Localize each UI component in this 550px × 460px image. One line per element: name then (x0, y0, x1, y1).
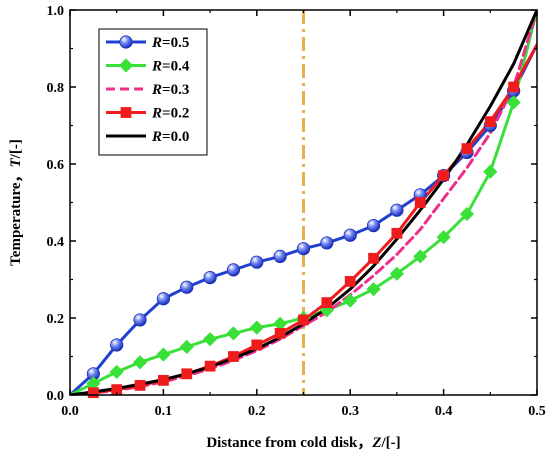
marker-layer (86, 81, 521, 399)
legend-label-value: =0.0 (162, 129, 189, 145)
series-r-0-4-point (226, 326, 241, 341)
series-r-0-5-point (366, 219, 381, 233)
series-r-0-2-point (414, 197, 426, 208)
series-r-0-4-point (389, 266, 404, 281)
y-tick-label: 0.8 (47, 81, 65, 96)
series-r-0-2-point (461, 143, 473, 155)
x-axis-title: Distance from cold disk，Z/[-] (206, 435, 400, 451)
legend-box (98, 28, 208, 156)
series-r-0-5-point (250, 255, 264, 269)
series-r-0-2-point (321, 297, 333, 309)
series-r-0-5-point (343, 228, 357, 242)
series-r-0-4-point (156, 347, 171, 362)
x-axis-title-unit: /[-] (381, 435, 401, 451)
series-r-0-2-point (391, 227, 403, 239)
series-r-0-4-point (109, 364, 124, 379)
legend: R=0.5R=0.4R=0.3R=0.2R=0.0 (98, 28, 208, 156)
x-tick-label: 0.4 (435, 404, 453, 419)
series-r-0-4-point (413, 249, 428, 264)
legend-label: R=0.0 (151, 129, 189, 145)
series-r-0-5-point (156, 292, 170, 306)
legend-marker (119, 35, 133, 49)
x-tick-label: 0.1 (155, 404, 173, 419)
x-tick-label: 0.0 (61, 404, 79, 419)
y-tick-label: 1.0 (47, 4, 65, 19)
series-r-0-4-point (343, 293, 358, 308)
y-axis-title-prefix: Temperature， (8, 168, 24, 266)
series-r-0-5-point (133, 313, 147, 327)
series-r-0-2-point (368, 252, 379, 264)
series-r-0-2-point (228, 351, 239, 362)
series-r-0-5-point (180, 280, 194, 294)
series-r-0-2-point (134, 379, 146, 391)
legend-label: R=0.2 (151, 106, 189, 122)
legend-label-value: =0.2 (162, 106, 189, 122)
series-r-0-5-point (320, 236, 334, 250)
legend-label-var: R (151, 35, 162, 51)
series-r-0-2-point (181, 368, 193, 380)
legend-marker (120, 107, 132, 118)
series-r-0-5-point (273, 249, 287, 263)
legend-marker (118, 58, 134, 73)
series-r-0-4-point (366, 282, 381, 297)
series-r-0-2-point (251, 339, 263, 351)
series-r-0-5-point (390, 203, 404, 217)
series-r-0-2-point (87, 387, 99, 399)
series-r-0-2-point (508, 81, 520, 93)
series-r-0-4-point (249, 320, 264, 335)
y-tick-label: 0.6 (47, 158, 65, 173)
x-axis-title-prefix: Distance from cold disk， (206, 435, 372, 451)
series-r-0-2-point (484, 116, 496, 128)
y-axis-title: Temperature，T/[-] (8, 139, 24, 266)
series-r-0-5-point (226, 263, 241, 277)
y-axis-title-var: T (8, 158, 24, 168)
legend-label-var: R (151, 59, 162, 75)
legend-label: R=0.3 (151, 82, 189, 98)
x-tick-label: 0.5 (528, 404, 546, 419)
legend-label-var: R (151, 82, 162, 98)
x-tick-label: 0.2 (248, 404, 266, 419)
y-tick-label: 0.0 (47, 389, 65, 404)
legend-label-value: =0.3 (162, 82, 189, 98)
series-r-0-4-point (459, 206, 475, 222)
series-r-0-2-point (438, 170, 450, 181)
series-r-0-2-point (344, 276, 356, 287)
series-r-0-2-point (157, 374, 169, 386)
series-r-0-4-point (506, 95, 521, 110)
legend-label-var: R (151, 129, 162, 145)
y-tick-label: 0.2 (47, 312, 65, 327)
y-tick-label: 0.4 (47, 235, 65, 250)
tick-layer: 0.0 0.1 0.2 0.3 0.4 0.5 0.0 0.2 0.4 0.6 0.8 1.0 (47, 4, 546, 419)
series-r-0-4-point (483, 164, 498, 179)
legend-label: R=0.4 (151, 59, 190, 75)
x-tick-label: 0.3 (341, 404, 359, 419)
x-axis-title-var: Z (371, 435, 381, 451)
series-r-0-4-point (436, 230, 451, 245)
legend-label-value: =0.5 (162, 35, 189, 51)
series-r-0-5-point (203, 270, 217, 285)
series-r-0-5-point (110, 338, 124, 352)
series-r-0-2-point (274, 327, 286, 339)
series-r-0-5-point (296, 242, 311, 256)
series-r-0-2-point (298, 314, 309, 326)
series-r-0-4-point (203, 332, 218, 347)
legend-label: R=0.5 (151, 35, 189, 51)
legend-label-value: =0.4 (162, 59, 190, 75)
series-r-0-4-point (179, 339, 194, 354)
series-r-0-4-point (132, 355, 148, 370)
legend-label-var: R (151, 106, 162, 122)
y-axis-title-unit: /[-] (8, 139, 24, 159)
series-r-0-2-point (204, 360, 216, 372)
